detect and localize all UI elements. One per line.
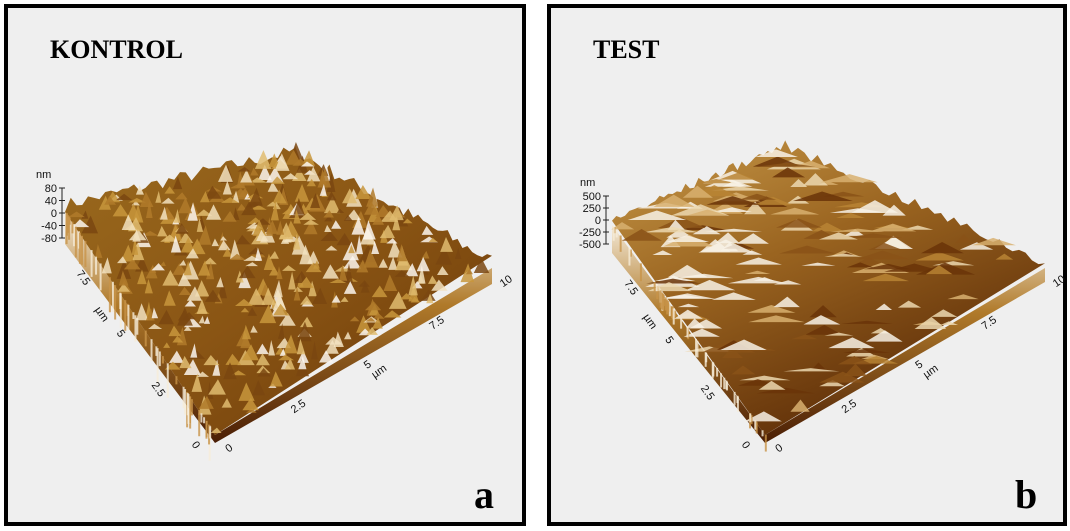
edge-spike <box>628 248 630 266</box>
edge-spike <box>151 339 153 361</box>
edge-spike <box>663 295 665 306</box>
edge-spike <box>162 356 164 363</box>
edge-spike <box>159 351 161 366</box>
edge-spike <box>136 318 138 335</box>
edge-spike <box>75 227 77 258</box>
edge-spike <box>175 376 177 384</box>
edge-spike <box>209 426 211 438</box>
edge-spike <box>198 410 200 436</box>
edge-spike <box>100 263 102 290</box>
edge-spike <box>187 394 189 424</box>
edge-spike <box>109 277 111 312</box>
edge-spike <box>134 315 136 341</box>
panel-letter: a <box>474 472 494 517</box>
edge-spike <box>736 396 738 403</box>
edge-spike <box>132 312 134 319</box>
edge-spike <box>200 413 202 422</box>
z-tick-label: 0 <box>595 215 601 227</box>
panel: KONTROLanm80400-40-8002.557.5µm02.557.51… <box>6 6 524 524</box>
edge-spike <box>68 217 70 240</box>
edge-spike <box>119 293 121 309</box>
edge-spike <box>112 282 114 312</box>
edge-spike <box>754 420 756 429</box>
edge-spike <box>720 373 722 387</box>
page: {"panels": [ {"title": "KONTROL", "lette… <box>0 0 1070 531</box>
edge-spike <box>124 300 126 331</box>
edge-spike <box>79 233 81 264</box>
edge-spike <box>716 368 718 377</box>
z-tick-label: -250 <box>579 227 601 239</box>
edge-spike <box>127 305 129 331</box>
edge-spike <box>723 378 725 389</box>
z-unit: nm <box>580 177 595 189</box>
edge-spike <box>114 285 116 319</box>
edge-spike <box>656 285 658 291</box>
edge-spike <box>183 387 185 408</box>
panel-title: KONTROL <box>50 35 183 64</box>
edge-spike <box>696 341 698 358</box>
panel-title: TEST <box>593 35 660 64</box>
edge-spike <box>71 222 73 234</box>
edge-spike <box>749 413 751 422</box>
edge-spike <box>66 214 68 236</box>
edge-spike <box>157 348 159 383</box>
z-tick-label: -80 <box>41 233 57 245</box>
edge-spike <box>167 363 169 397</box>
edge-spike <box>91 250 93 277</box>
edge-spike <box>673 308 675 324</box>
edge-spike <box>191 399 193 415</box>
z-tick-label: 40 <box>45 196 57 208</box>
edge-spike <box>725 381 727 390</box>
z-tick-label: 0 <box>51 208 57 220</box>
z-tick-label: -500 <box>579 239 601 251</box>
edge-spike <box>84 241 86 267</box>
edge-spike <box>620 235 622 251</box>
z-tick-label: 80 <box>45 183 57 195</box>
edge-spike <box>640 263 642 281</box>
edge-spike <box>687 327 689 337</box>
edge-spike <box>660 290 662 307</box>
z-unit: nm <box>36 169 51 181</box>
edge-spike <box>81 236 83 265</box>
panel-letter: b <box>1015 472 1037 517</box>
edge-spike <box>205 421 207 439</box>
z-tick-label: -40 <box>41 221 57 233</box>
edge-spike <box>705 353 707 362</box>
panel: TESTbnm5002500-250-50002.557.5µm02.557.5… <box>549 6 1068 524</box>
edge-spike <box>666 299 668 314</box>
edge-spike <box>762 430 764 436</box>
edge-spike <box>680 318 682 328</box>
edge-spike <box>734 392 736 406</box>
edge-spike <box>616 230 618 237</box>
edge-spike <box>145 331 147 347</box>
edge-spike <box>95 257 97 275</box>
edge-spike <box>765 435 767 452</box>
figure: KONTROLanm80400-40-8002.557.5µm02.557.51… <box>0 0 1070 531</box>
z-tick-label: 500 <box>583 191 601 203</box>
edge-spike <box>203 417 205 423</box>
z-tick-label: 250 <box>583 203 601 215</box>
edge-spike <box>654 282 656 291</box>
edge-spike <box>613 226 615 241</box>
edge-spike <box>712 363 714 377</box>
